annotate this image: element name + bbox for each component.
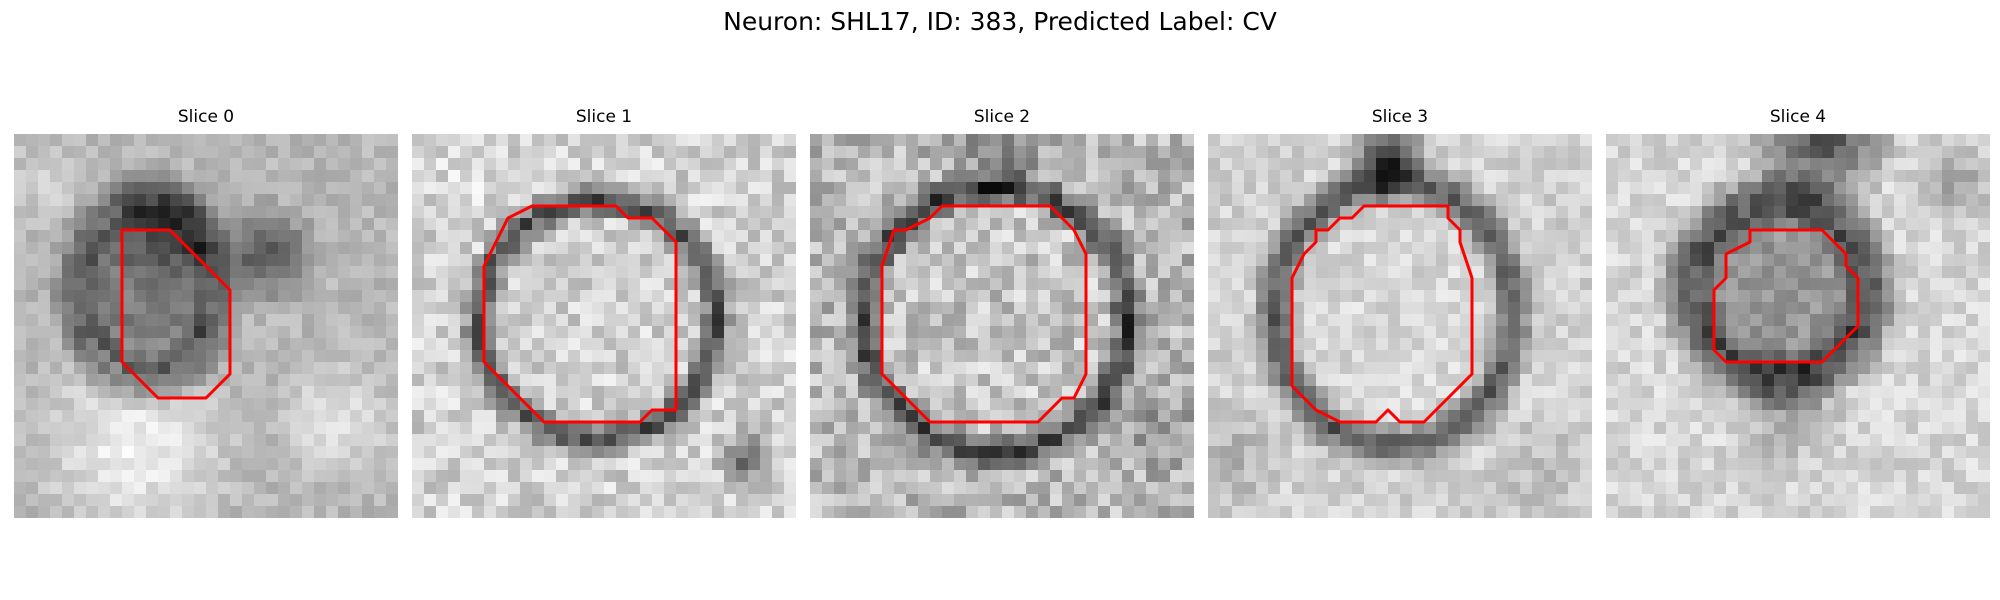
slice-image-4 xyxy=(1606,134,1990,518)
image-pixels xyxy=(14,134,398,518)
image-pixels xyxy=(1208,134,1592,518)
image-pixels xyxy=(810,134,1194,518)
slice-title-3: Slice 3 xyxy=(1208,105,1592,129)
slice-title-0: Slice 0 xyxy=(14,105,398,129)
slice-image-3 xyxy=(1208,134,1592,518)
slice-title-2: Slice 2 xyxy=(810,105,1194,129)
image-pixels xyxy=(412,134,796,518)
slice-title-4: Slice 4 xyxy=(1606,105,1990,129)
slice-image-2 xyxy=(810,134,1194,518)
slice-title-1: Slice 1 xyxy=(412,105,796,129)
figure-title: Neuron: SHL17, ID: 383, Predicted Label:… xyxy=(0,4,2000,40)
slice-image-0 xyxy=(14,134,398,518)
slice-image-1 xyxy=(412,134,796,518)
image-pixels xyxy=(1606,134,1990,518)
